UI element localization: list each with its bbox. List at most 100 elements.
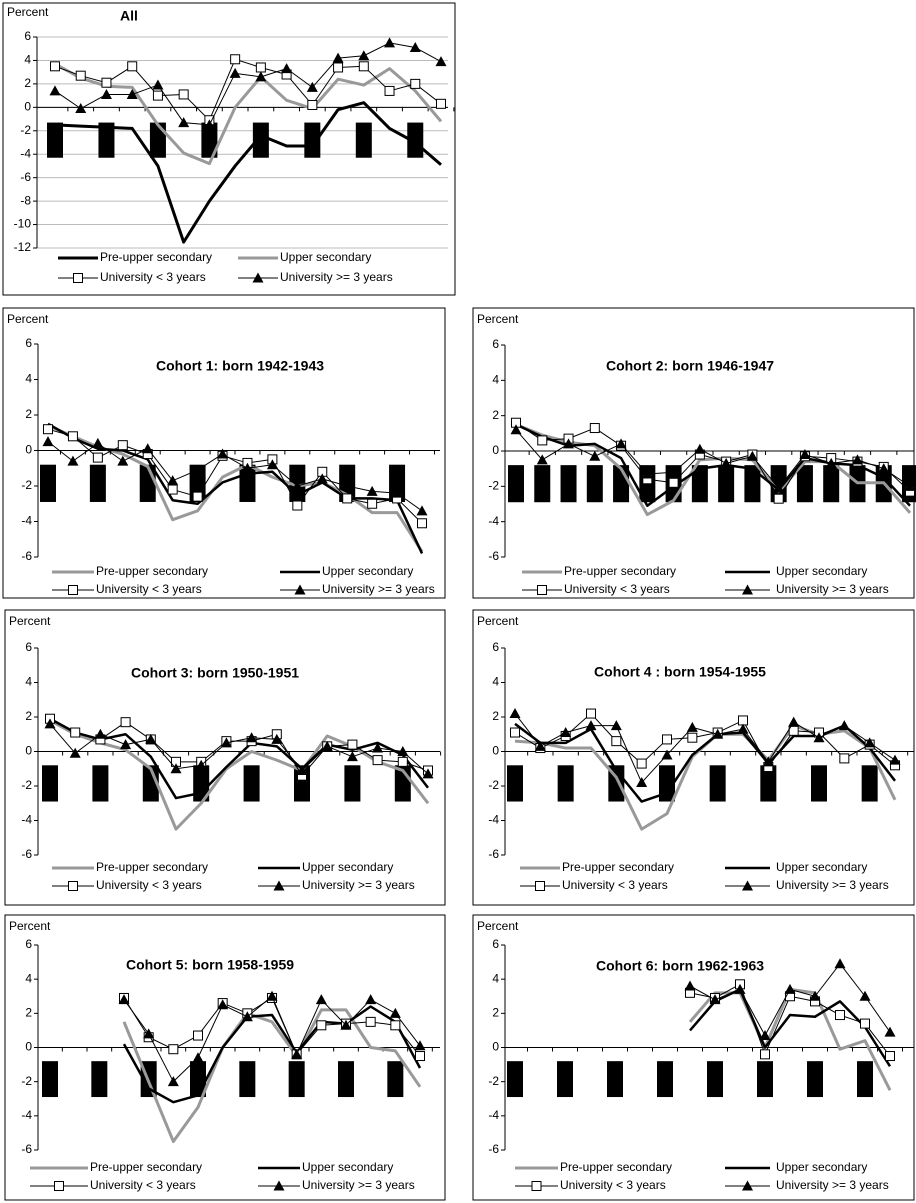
y-tick-label: 6 — [25, 336, 32, 350]
marker — [192, 1052, 204, 1063]
legend-label: Pre-upper secondary — [562, 860, 674, 874]
marker — [217, 448, 229, 459]
legend-label: University < 3 years — [560, 1178, 666, 1192]
y-axis-label: Percent — [477, 312, 519, 326]
marker — [241, 462, 253, 473]
legend-label: Upper secondary — [280, 250, 371, 264]
marker — [417, 518, 427, 529]
marker — [839, 753, 850, 764]
marker — [195, 759, 207, 770]
recession-bar — [857, 1061, 873, 1098]
series-line — [122, 1005, 422, 1104]
recession-bar — [149, 122, 166, 158]
series-line — [515, 423, 911, 508]
series-line — [47, 441, 423, 512]
recession-bar — [807, 1061, 823, 1098]
marker — [321, 740, 333, 751]
y-tick-label: 2 — [24, 76, 31, 90]
marker — [372, 742, 384, 753]
marker — [878, 463, 890, 474]
marker — [536, 454, 548, 465]
marker — [737, 723, 749, 734]
recession-bar — [40, 464, 56, 502]
recession-bar — [557, 1061, 573, 1098]
marker — [510, 727, 520, 738]
marker — [589, 423, 600, 434]
recession-bar — [707, 1061, 723, 1098]
legend-label: University >= 3 years — [280, 270, 393, 284]
y-axis-label: Percent — [9, 919, 51, 933]
marker — [203, 119, 215, 130]
recession-bar — [89, 464, 106, 502]
marker — [342, 493, 353, 504]
recession-bar — [344, 765, 361, 802]
marker — [414, 1040, 426, 1051]
marker — [92, 452, 103, 463]
series-line — [689, 988, 892, 1067]
recession-bar — [811, 765, 827, 802]
marker — [885, 1051, 895, 1062]
marker — [384, 85, 395, 96]
y-tick-label: 0 — [24, 100, 31, 114]
chart-panel: Percent Cohort 4 : born 1954-1955 -6 -4 -2 0 2… — [472, 609, 915, 906]
marker — [661, 749, 673, 760]
marker — [422, 768, 434, 779]
y-axis-label: Percent — [477, 614, 519, 628]
y-tick-label: -4 — [21, 1108, 32, 1122]
recession-bar — [98, 122, 115, 158]
marker — [307, 99, 318, 110]
marker — [266, 990, 278, 1001]
marker — [384, 37, 396, 48]
marker — [145, 733, 157, 744]
marker — [193, 1030, 203, 1041]
marker — [73, 273, 83, 283]
marker — [358, 61, 369, 72]
marker — [271, 733, 283, 744]
marker — [397, 756, 408, 767]
marker — [742, 584, 753, 595]
series-line — [515, 422, 911, 500]
marker — [252, 272, 264, 283]
chart-panel: Percent Cohort 2: born 1946-1947 -6 -4 -2 0 2 4… — [472, 307, 916, 599]
marker — [217, 999, 229, 1010]
marker — [294, 584, 306, 595]
series-line — [122, 1008, 422, 1143]
marker — [709, 994, 721, 1005]
y-tick-label: 2 — [492, 709, 499, 723]
series-line — [49, 719, 430, 831]
legend-label: Pre-upper secondary — [560, 1160, 672, 1174]
legend-label: Upper secondary — [302, 860, 393, 874]
marker — [537, 435, 548, 446]
legend-label: Upper secondary — [776, 564, 867, 578]
marker — [316, 473, 328, 484]
marker — [241, 1011, 253, 1022]
marker — [347, 739, 358, 750]
y-tick-label: 4 — [24, 53, 31, 67]
series-line — [54, 101, 442, 244]
y-tick-label: 4 — [492, 971, 499, 985]
marker — [167, 484, 178, 495]
y-tick-label: 6 — [492, 640, 499, 654]
marker — [152, 90, 163, 101]
marker — [860, 1018, 870, 1029]
marker — [834, 958, 846, 969]
recession-bar — [757, 1061, 773, 1098]
marker — [784, 983, 796, 994]
marker — [178, 89, 189, 100]
marker — [510, 424, 522, 435]
y-axis-label: Percent — [9, 614, 51, 628]
y-tick-label: -4 — [20, 146, 31, 160]
panel-frame — [2, 2, 456, 296]
y-tick-label: 6 — [25, 640, 32, 654]
panel-frame — [2, 307, 446, 599]
marker — [563, 438, 575, 449]
y-tick-label: 0 — [492, 1040, 499, 1054]
legend-label: Pre-upper secondary — [564, 564, 676, 578]
marker — [142, 443, 154, 454]
recession-bar — [744, 465, 761, 503]
marker — [92, 437, 104, 448]
series-line — [54, 62, 443, 166]
legend-label: Upper secondary — [302, 1160, 393, 1174]
recession-bar — [796, 465, 813, 503]
